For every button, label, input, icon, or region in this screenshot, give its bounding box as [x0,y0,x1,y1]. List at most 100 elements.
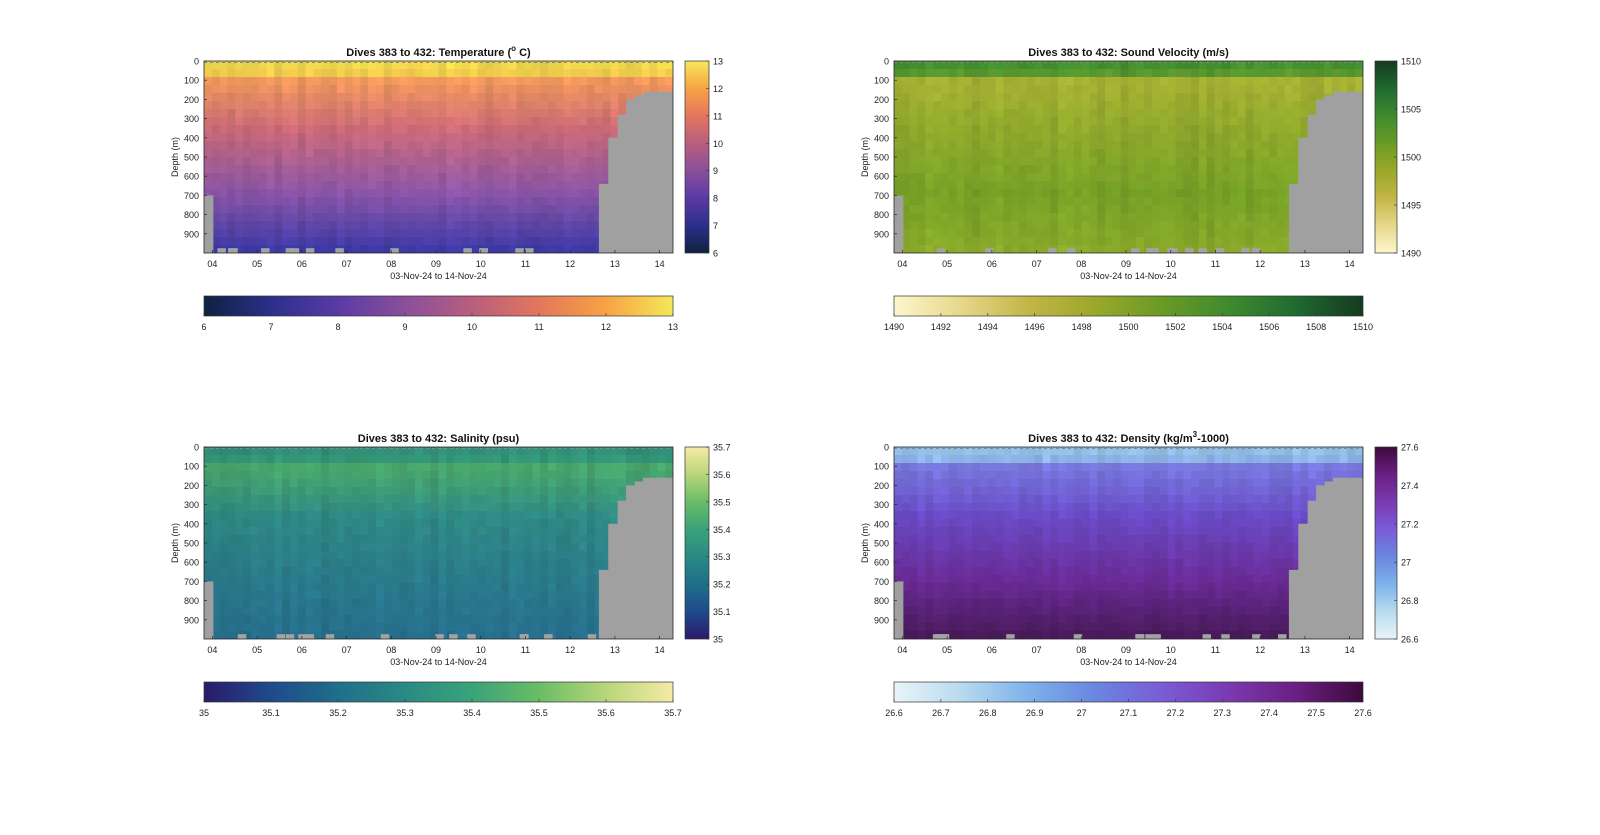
heatmap-cell [298,205,306,214]
heatmap-cell [493,173,501,182]
heatmap-cell [368,543,376,552]
heatmap-cell [579,511,587,520]
heatmap-cell [517,221,525,230]
heatmap-cell [439,101,447,110]
heatmap-cell [996,205,1004,214]
heatmap-cell [501,527,509,536]
heatmap-cell [345,543,353,552]
heatmap-cell [501,551,509,560]
heatmap-cell [407,511,415,520]
heatmap-cell [439,607,447,616]
heatmap-cell [439,85,447,94]
heatmap-cell [894,495,902,504]
heatmap-cell [313,527,321,536]
heatmap-cell [274,511,282,520]
x-tick-label: 06 [297,645,307,655]
heatmap-cell [368,141,376,150]
heatmap-cell [548,479,556,488]
heatmap-cell [1035,173,1043,182]
heatmap-cell [259,157,267,166]
heatmap-cell [949,157,957,166]
heatmap-cell [917,631,925,640]
heatmap-cell [957,543,965,552]
heatmap-cell [910,165,918,174]
heatmap-cell [1246,77,1254,86]
heatmap-cell [610,503,618,512]
heatmap-cell [493,599,501,608]
heatmap-cell [587,599,595,608]
heatmap-cell [941,189,949,198]
heatmap-cell [251,77,259,86]
heatmap-cell [1097,213,1105,222]
heatmap-cell [454,463,462,472]
heatmap-cell [587,189,595,198]
heatmap-cell [298,543,306,552]
heatmap-cell [548,141,556,150]
heatmap-cell [509,69,517,78]
heatmap-cell [392,559,400,568]
heatmap-cell [306,527,314,536]
heatmap-cell [1089,197,1097,206]
heatmap-cell [1027,93,1035,102]
heatmap-cell [964,181,972,190]
heatmap-cell [376,495,384,504]
heatmap-cell [925,623,933,632]
heatmap-cell [957,157,965,166]
heatmap-cell [548,229,556,238]
heatmap-cell [298,181,306,190]
heatmap-cell [1035,77,1043,86]
heatmap-cell [1105,237,1113,246]
heatmap-cell [227,575,235,584]
heatmap-cell [1027,205,1035,214]
heatmap-cell [972,503,980,512]
heatmap-cell [423,479,431,488]
heatmap-cell [548,221,556,230]
heatmap-cell [470,471,478,480]
heatmap-cell [321,511,329,520]
heatmap-cell [384,157,392,166]
heatmap-cell [290,197,298,206]
heatmap-cell [227,173,235,182]
heatmap-cell [988,213,996,222]
heatmap-cell [274,93,282,102]
heatmap-cell [439,117,447,126]
heatmap-cell [446,575,454,584]
heatmap-cell [360,221,368,230]
heatmap-cell [1277,221,1285,230]
heatmap-cell [313,205,321,214]
heatmap-cell [313,559,321,568]
heatmap-cell [917,567,925,576]
heatmap-cell [964,575,972,584]
heatmap-cell [267,77,275,86]
heatmap-cell [501,221,509,230]
heatmap-cell [470,117,478,126]
heatmap-cell [259,237,267,246]
heatmap-cell [415,133,423,142]
heatmap-cell [446,69,454,78]
heatmap-cell [1089,165,1097,174]
heatmap-cell [376,149,384,158]
heatmap-cell [313,607,321,616]
heatmap-cell [227,125,235,134]
heatmap-cell [1285,109,1293,118]
heatmap-cell [485,471,493,480]
heatmap-cell [925,157,933,166]
heatmap-cell [564,583,572,592]
heatmap-cell [1269,133,1277,142]
heatmap-cell [1027,109,1035,118]
heatmap-cell [665,69,673,78]
heatmap-cell [220,487,228,496]
heatmap-cell [337,181,345,190]
heatmap-cell [571,599,579,608]
heatmap-cell [917,189,925,198]
heatmap-cell [517,567,525,576]
heatmap-cell [957,85,965,94]
heatmap-cell [392,197,400,206]
heatmap-cell [501,229,509,238]
heatmap-cell [1089,141,1097,150]
heatmap-cell [1191,149,1199,158]
heatmap-cell [957,245,965,254]
heatmap-cell [243,237,251,246]
heatmap-cell [423,631,431,640]
heatmap-cell [517,495,525,504]
